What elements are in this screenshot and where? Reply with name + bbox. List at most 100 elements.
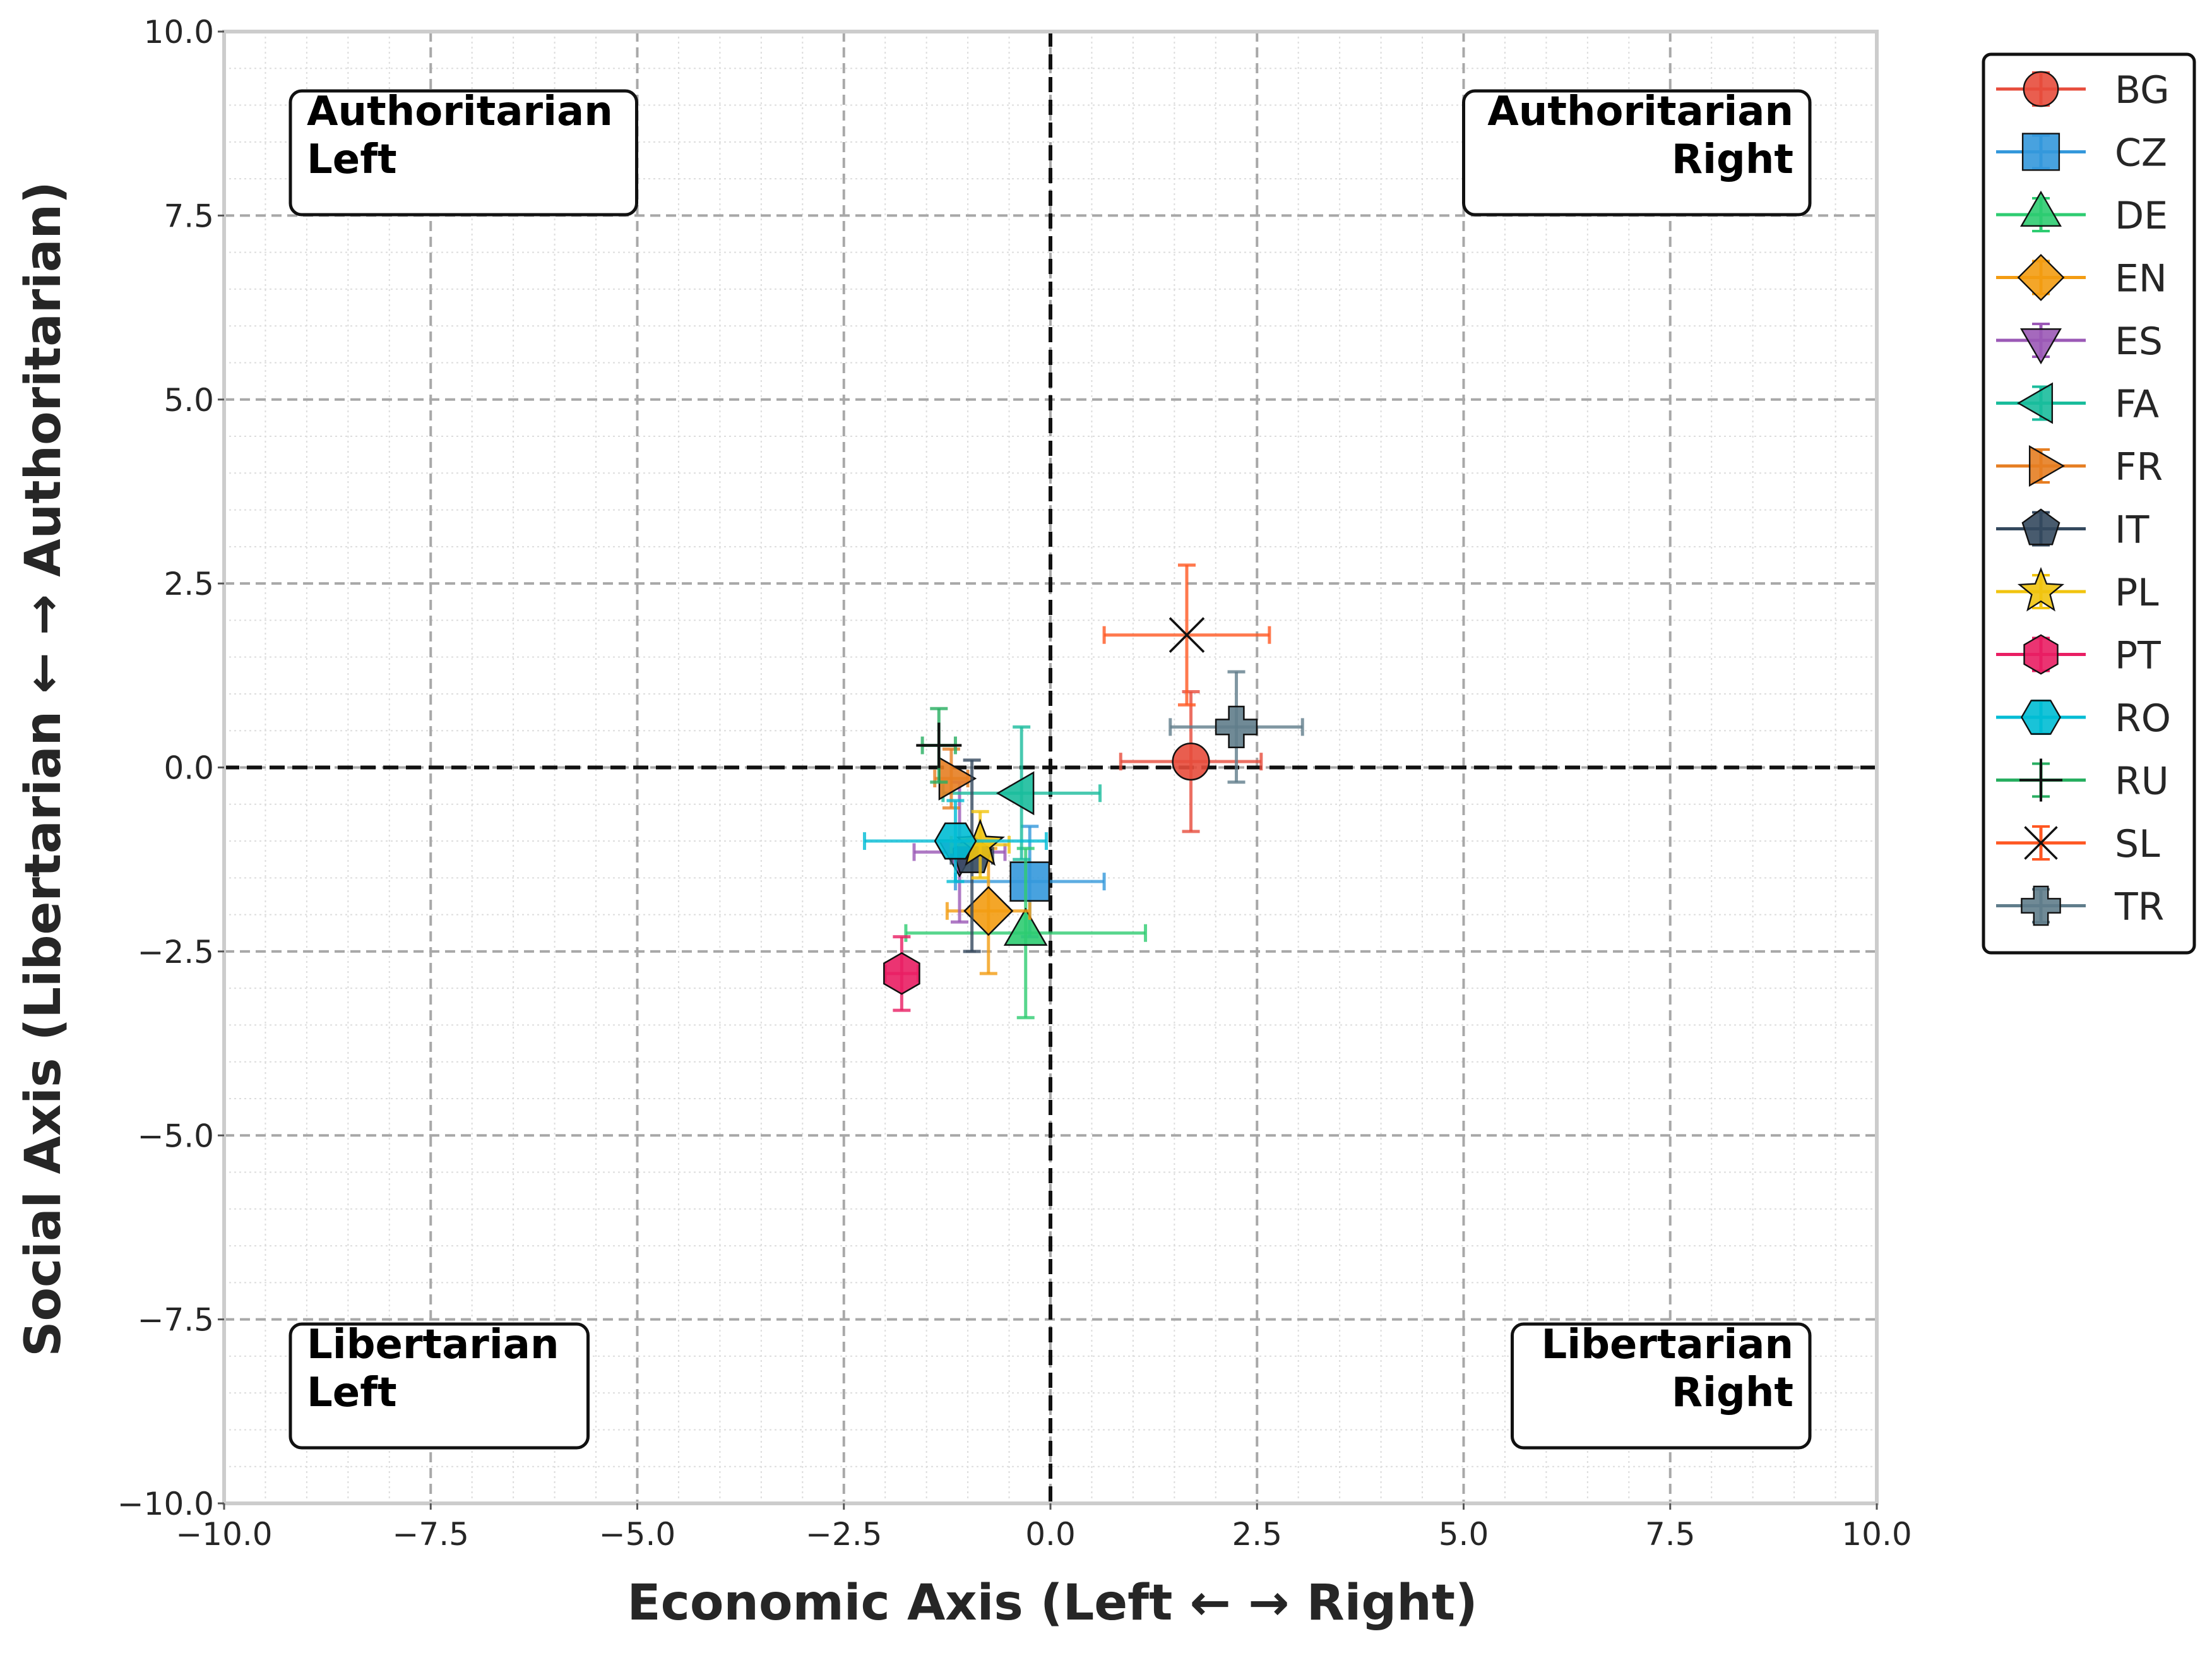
series-en bbox=[945, 847, 1032, 976]
legend-marker-tr-shape bbox=[2021, 885, 2061, 926]
legend-label-fr: FR bbox=[2115, 445, 2163, 489]
legend-marker-es-shape bbox=[2020, 328, 2062, 365]
legend-item-bg: BG bbox=[1996, 68, 2170, 112]
quadrant-label-box bbox=[1511, 1322, 1812, 1450]
legend-item-sl: SL bbox=[1996, 822, 2160, 866]
point-tr bbox=[1215, 705, 1258, 749]
point-fa-marker bbox=[996, 771, 1035, 816]
legend-label-es: ES bbox=[2115, 319, 2163, 364]
legend-marker-de bbox=[2020, 190, 2062, 227]
legend-label-it: IT bbox=[2115, 508, 2150, 552]
legend-marker-it bbox=[2021, 508, 2060, 546]
point-pt bbox=[883, 952, 920, 995]
series-cz bbox=[953, 825, 1106, 939]
y-tick-label: 5.0 bbox=[164, 382, 214, 419]
legend-marker-en-shape bbox=[2017, 254, 2065, 301]
legend-label-fa: FA bbox=[2115, 383, 2159, 427]
legend-label-ru: RU bbox=[2115, 760, 2169, 804]
legend-item-it: IT bbox=[1996, 508, 2150, 552]
legend-frame bbox=[1982, 52, 2196, 955]
point-bg bbox=[1172, 743, 1210, 781]
quadrant-label-text: Right bbox=[1672, 1370, 1793, 1416]
legend-item-de: DE bbox=[1996, 190, 2168, 238]
legend-item-fa: FA bbox=[1996, 383, 2159, 427]
legend-label-sl: SL bbox=[2115, 822, 2160, 866]
quadrant-label-text: Libertarian bbox=[1541, 1322, 1793, 1368]
point-cz bbox=[1009, 861, 1050, 902]
series-ro bbox=[862, 799, 1048, 883]
legend-item-ro: RO bbox=[1996, 696, 2171, 741]
quadrant-label-text: Libertarian bbox=[307, 1322, 559, 1368]
legend-marker-fa-shape bbox=[2016, 382, 2054, 424]
series-tr bbox=[1168, 670, 1304, 784]
y-axis-title: Social Axis (Libertarian ← → Authoritari… bbox=[15, 181, 72, 1356]
legend-item-fr: FR bbox=[1996, 445, 2163, 489]
point-bg-marker bbox=[1172, 743, 1210, 781]
legend-marker-ru-shape bbox=[2019, 758, 2062, 802]
series-ru bbox=[916, 707, 962, 784]
legend-marker-fr-shape bbox=[2028, 445, 2066, 487]
x-axis-title: Economic Axis (Left ← → Right) bbox=[627, 1575, 1477, 1632]
x-tick-label: 0.0 bbox=[1025, 1516, 1076, 1553]
quadrant-label-text: Authoritarian bbox=[307, 88, 613, 135]
legend-marker-tr bbox=[2021, 885, 2061, 926]
legend-label-tr: TR bbox=[2114, 885, 2164, 929]
legend-label-bg: BG bbox=[2115, 68, 2170, 112]
series-pt bbox=[883, 935, 920, 1012]
point-ru bbox=[916, 722, 962, 768]
legend-item-es: ES bbox=[1996, 319, 2163, 365]
legend-marker-sl bbox=[2024, 826, 2058, 860]
quadrant-label-text: Left bbox=[307, 136, 397, 183]
point-sl-marker bbox=[1168, 617, 1205, 653]
legend-marker-ru bbox=[2019, 758, 2062, 802]
legend-marker-cz-shape bbox=[2021, 133, 2060, 171]
legend-marker-pt-shape bbox=[2023, 634, 2059, 675]
series-sl bbox=[1102, 563, 1271, 707]
legend-marker-ro bbox=[2021, 700, 2061, 735]
quadrant-label-box bbox=[1462, 89, 1812, 217]
legend-marker-pt bbox=[2023, 634, 2059, 675]
quadrant-label-box bbox=[288, 1322, 590, 1450]
legend-marker-sl-shape bbox=[2024, 826, 2058, 860]
legend-marker-ro-shape bbox=[2021, 700, 2061, 735]
legend-item-pl: PL bbox=[1996, 566, 2159, 615]
y-tick-label: −7.5 bbox=[138, 1302, 214, 1339]
y-tick-label: −2.5 bbox=[138, 934, 214, 970]
data-series bbox=[862, 563, 1304, 1020]
legend-label-pt: PT bbox=[2115, 634, 2161, 678]
legend-marker-pl bbox=[2017, 566, 2065, 612]
legend-item-ru: RU bbox=[1996, 758, 2169, 804]
y-tick-label: 10.0 bbox=[144, 14, 214, 51]
quadrant-label-text: Left bbox=[307, 1370, 397, 1416]
legend-marker-en bbox=[2017, 254, 2065, 301]
x-tick-label: −7.5 bbox=[393, 1516, 469, 1553]
point-ru-marker bbox=[916, 722, 962, 768]
legend-label-de: DE bbox=[2115, 194, 2168, 238]
legend-marker-it-shape bbox=[2021, 508, 2060, 546]
legend-marker-fr bbox=[2028, 445, 2066, 487]
legend-marker-bg bbox=[2023, 71, 2059, 107]
x-tick-label: 7.5 bbox=[1645, 1516, 1696, 1553]
legend: BG CZ DE EN ES FA FR IT PL PT RO RU SL TR bbox=[1982, 52, 2196, 955]
x-tick-label: −5.0 bbox=[599, 1516, 675, 1553]
point-tr-marker bbox=[1215, 705, 1258, 749]
y-tick-label: −5.0 bbox=[138, 1118, 214, 1154]
series-fa bbox=[941, 725, 1102, 861]
legend-marker-bg-shape bbox=[2023, 71, 2059, 107]
legend-label-pl: PL bbox=[2115, 571, 2159, 615]
series-bg bbox=[1119, 689, 1263, 833]
legend-item-en: EN bbox=[1996, 254, 2167, 301]
y-tick-label: 0.0 bbox=[164, 750, 214, 787]
quadrant-label-box bbox=[288, 89, 638, 217]
legend-item-pt: PT bbox=[1996, 634, 2161, 678]
point-sl bbox=[1168, 617, 1205, 653]
x-tick-label: 5.0 bbox=[1439, 1516, 1489, 1553]
axes: −10.0 −7.5 −5.0 −2.5 0.0 2.5 5.0 7.5 10.0 −10.0 −7… bbox=[117, 14, 1912, 1553]
series-de bbox=[904, 847, 1148, 1020]
